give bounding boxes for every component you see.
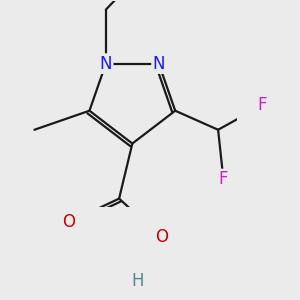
Text: F: F: [257, 96, 267, 114]
Text: F: F: [219, 170, 228, 188]
Text: N: N: [153, 55, 165, 73]
Text: N: N: [100, 55, 112, 73]
Text: H: H: [131, 272, 144, 290]
Text: O: O: [62, 213, 75, 231]
Text: O: O: [155, 228, 168, 246]
